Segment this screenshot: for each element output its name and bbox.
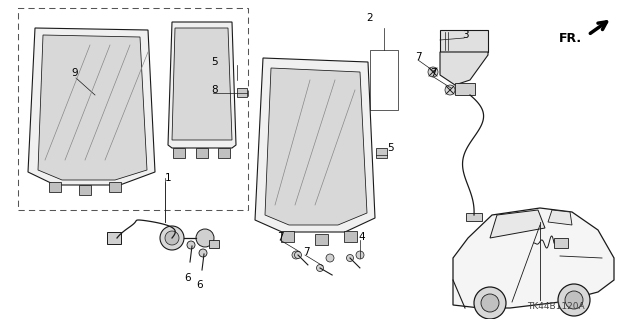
Bar [196,148,208,158]
Polygon shape [168,22,236,148]
Bar [209,240,219,248]
Bar [173,148,185,158]
Polygon shape [453,208,614,308]
Polygon shape [28,28,155,185]
Text: 8: 8 [212,85,218,95]
Circle shape [445,85,455,95]
Text: 1: 1 [164,173,172,183]
Text: 2: 2 [367,13,373,23]
Polygon shape [440,52,488,85]
Bar [370,50,398,110]
Circle shape [165,231,179,245]
Polygon shape [265,68,367,225]
Bar [49,182,61,192]
Bar [79,185,91,195]
Circle shape [326,254,334,262]
Text: 7: 7 [276,232,284,242]
Bar [376,148,387,158]
Circle shape [558,284,590,316]
Bar [218,148,230,158]
Circle shape [356,251,364,259]
Circle shape [317,264,323,271]
Polygon shape [490,210,545,238]
Circle shape [565,291,583,309]
Text: 7: 7 [415,52,421,62]
Circle shape [428,67,438,77]
Circle shape [160,226,184,250]
Bar [466,213,482,221]
Text: 6: 6 [196,280,204,290]
Polygon shape [172,28,232,140]
Text: FR.: FR. [559,32,582,44]
Bar [109,182,121,192]
Bar [107,232,121,244]
Text: 5: 5 [211,57,218,67]
Circle shape [199,249,207,257]
Bar [455,83,475,95]
Bar [315,234,328,245]
Bar [344,231,357,242]
Circle shape [346,255,353,262]
Text: 6: 6 [185,273,191,283]
Polygon shape [548,210,572,225]
Bar [18,8,248,210]
Text: 7: 7 [303,247,309,257]
Text: 4: 4 [358,232,365,242]
Circle shape [481,294,499,312]
Circle shape [196,229,214,247]
Bar [237,88,247,97]
Circle shape [474,287,506,319]
Bar [281,231,294,242]
Circle shape [187,241,195,249]
Bar [554,238,568,248]
Circle shape [292,251,300,259]
Bar [440,30,488,52]
Text: 9: 9 [72,68,78,78]
Text: 3: 3 [461,30,468,40]
Polygon shape [255,58,375,232]
Circle shape [294,251,301,258]
Polygon shape [38,35,147,180]
Text: TK44B1120A: TK44B1120A [527,302,584,311]
Text: 7: 7 [429,68,436,78]
Text: 5: 5 [387,143,394,153]
